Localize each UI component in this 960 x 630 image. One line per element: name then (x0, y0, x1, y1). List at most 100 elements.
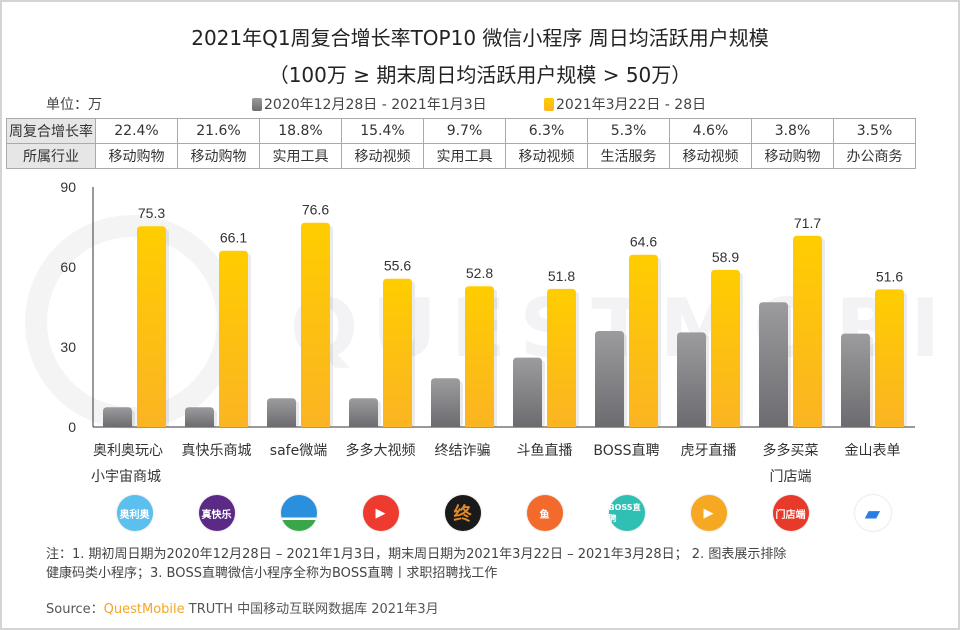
unit-label: 单位：万 (46, 97, 102, 113)
jinshan-form-icon: ▰ (854, 495, 891, 531)
industry-cell: 移动视频 (505, 143, 588, 169)
bar-period-end (301, 222, 330, 427)
bar-period-start (185, 407, 214, 427)
x-category-label-line: 多多买菜 (762, 443, 819, 459)
y-tick-label: 30 (60, 339, 76, 355)
bar-period-start (759, 302, 788, 427)
industry-cell: 办公商务 (833, 143, 916, 169)
x-category-label: 虎牙直播 (668, 438, 750, 464)
x-category-label: 多多买菜 门店端 (750, 438, 832, 490)
growth-cell: 18.8% (259, 118, 342, 144)
x-category-label: 真快乐商城 (176, 438, 258, 464)
bar-chart: 0 30 60 90 75.3 66.1 76.6 55.6 52.8 51.8 64.6 58.9… (60, 179, 915, 435)
x-category-label: 斗鱼直播 (504, 438, 586, 464)
growth-cell: 21.6% (177, 118, 260, 144)
industry-cell: 实用工具 (259, 143, 342, 169)
data-label: 76.6 (302, 202, 329, 218)
data-label: 71.7 (794, 215, 821, 231)
zhenkuaile-icon: 真快乐 (198, 495, 235, 531)
x-category-label-line: 真快乐商城 (181, 443, 252, 459)
x-category-label-line: 斗鱼直播 (516, 443, 573, 459)
bar-period-start (677, 332, 706, 427)
x-category-label-line: 小宇宙商城 (91, 469, 161, 485)
x-category-label: 多多大视频 (340, 438, 422, 464)
bar-period-end (465, 286, 494, 427)
growth-cell: 3.5% (833, 118, 916, 144)
x-category-label-line: 金山表单 (844, 443, 901, 459)
source-brand: QuestMobile (103, 602, 185, 617)
legend-label: 2021年3月22日 - 28日 (556, 97, 707, 113)
growth-cell: 15.4% (341, 118, 424, 144)
data-label: 52.8 (466, 265, 493, 281)
growth-cell: 5.3% (587, 118, 670, 144)
x-category-label: 终结诈骗 (422, 438, 504, 464)
bar-period-start (267, 398, 296, 427)
boss-icon: BOSS直聘 (608, 495, 645, 531)
bar-period-end (629, 254, 658, 427)
industry-cell: 实用工具 (423, 143, 506, 169)
legend-label: 2020年12月28日 - 2021年1月3日 (264, 97, 487, 113)
bar-period-start (841, 333, 870, 427)
growth-cell: 6.3% (505, 118, 588, 144)
x-category-label: 奥利奥玩心 小宇宙商城 (91, 438, 183, 490)
x-category-label: BOSS直聘 (586, 438, 668, 464)
x-category-label-line: 终结诈骗 (434, 443, 491, 459)
industry-cell: 移动视频 (341, 143, 424, 169)
industry-cell: 移动购物 (751, 143, 834, 169)
legend-item-period-end: 2021年3月22日 - 28日 (544, 94, 706, 114)
x-category-label-line: safe微端 (269, 443, 328, 459)
legend-item-period-start: 2020年12月28日 - 2021年1月3日 (252, 94, 487, 114)
huya-icon: ▶ (690, 495, 727, 531)
growth-cell: 4.6% (669, 118, 752, 144)
source-suffix: TRUTH 中国移动互联网数据库 2021年3月 (184, 602, 439, 617)
bar-period-end (711, 269, 740, 427)
x-category-label: 金山表单 (832, 438, 914, 464)
industry-row-header: 所属行业 (6, 143, 96, 169)
data-label: 55.6 (384, 258, 411, 274)
x-category-label-line: 虎牙直播 (680, 443, 737, 459)
growth-row: 周复合增长率 22.4% 21.6% 18.8% 15.4% 9.7% 6.3%… (6, 118, 916, 144)
data-labels: 75.3 66.1 76.6 55.6 52.8 51.8 64.6 58.9 71.7 51.6 (138, 202, 903, 285)
industry-cell: 移动视频 (669, 143, 752, 169)
note-line-1: 注：1. 期初周日期为2020年12月28日 – 2021年1月3日，期末周日期… (46, 547, 787, 562)
growth-cell: 3.8% (751, 118, 834, 144)
safe-icon (280, 495, 317, 531)
bar-period-end (547, 288, 576, 427)
data-label: 51.8 (548, 268, 575, 284)
data-label: 58.9 (712, 249, 739, 265)
x-category-label-line: BOSS直聘 (593, 443, 660, 459)
douyu-icon: 鱼 (526, 495, 563, 531)
source-line: Source：QuestMobile TRUTH 中国移动互联网数据库 2021… (46, 598, 439, 617)
x-category-label: safe微端 (258, 438, 340, 464)
x-category-label-line: 多多大视频 (345, 443, 416, 459)
data-label: 64.6 (630, 234, 657, 250)
bar-period-end (383, 278, 412, 427)
growth-row-header: 周复合增长率 (6, 118, 96, 144)
industry-cell: 生活服务 (587, 143, 670, 169)
data-label: 66.1 (220, 230, 247, 246)
bar-period-start (103, 407, 132, 427)
bar-period-start (595, 331, 624, 427)
industry-row: 所属行业 移动购物 移动购物 实用工具 移动视频 实用工具 移动视频 生活服务 … (6, 143, 916, 169)
anti-fraud-icon: 终 (444, 495, 481, 531)
bar-period-end (219, 250, 248, 427)
bar-period-end (875, 289, 904, 427)
oreo-icon: 奥利奥 (116, 495, 153, 531)
x-category-label-line: 门店端 (769, 469, 812, 485)
bar-period-start (349, 398, 378, 427)
legend-swatch-gray (252, 97, 262, 111)
y-tick-label: 60 (60, 259, 76, 275)
info-table: 周复合增长率 22.4% 21.6% 18.8% 15.4% 9.7% 6.3%… (6, 118, 916, 169)
bar-period-start (431, 378, 460, 427)
y-tick-label: 0 (68, 419, 76, 435)
bar-period-start (513, 357, 542, 427)
bars (103, 222, 907, 427)
video-play-icon: ▶ (362, 495, 399, 531)
bar-period-end (793, 235, 822, 427)
bar-period-end (137, 226, 166, 427)
source-prefix: Source： (46, 602, 104, 617)
y-tick-label: 90 (60, 179, 76, 195)
growth-cell: 22.4% (95, 118, 178, 144)
note-line-2: 健康码类小程序；3. BOSS直聘微信小程序全称为BOSS直聘丨求职招聘找工作 (46, 566, 498, 581)
